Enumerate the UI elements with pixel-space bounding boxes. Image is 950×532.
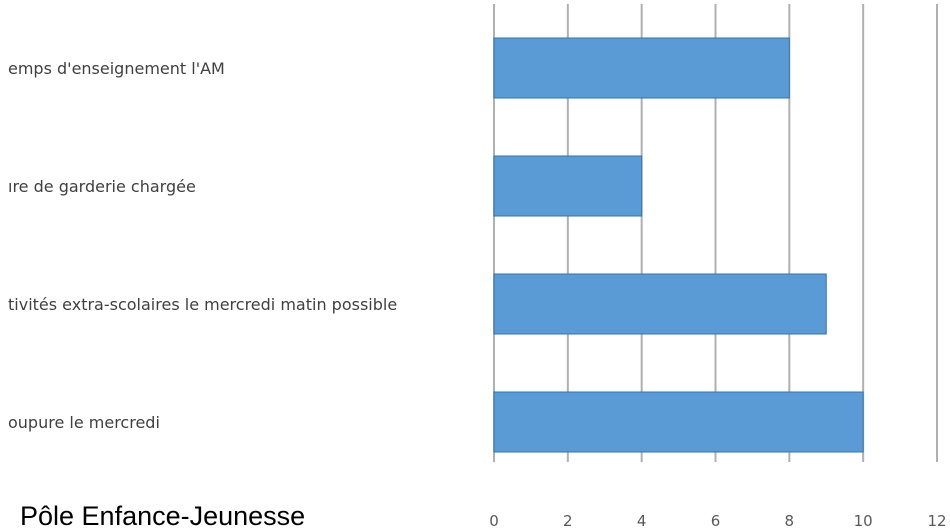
bar <box>493 155 643 217</box>
category-label: tivités extra-scolaires le mercredi mati… <box>8 295 397 314</box>
x-tick-label: 0 <box>489 512 499 530</box>
x-tick-label: 10 <box>854 512 873 530</box>
x-tick-label: 2 <box>563 512 573 530</box>
bar <box>493 37 790 99</box>
x-tick-label: 8 <box>785 512 795 530</box>
bar <box>493 273 827 335</box>
x-tick-label: 4 <box>637 512 647 530</box>
bar <box>493 391 864 453</box>
footer-title: Pôle Enfance-Jeunesse <box>20 501 306 531</box>
x-tick-label: 6 <box>711 512 721 530</box>
category-label: ıre de garderie chargée <box>8 177 196 196</box>
category-label: emps d'enseignement l'AM <box>8 59 225 78</box>
x-tick-label: 12 <box>927 512 946 530</box>
category-label: oupure le mercredi <box>8 413 160 432</box>
